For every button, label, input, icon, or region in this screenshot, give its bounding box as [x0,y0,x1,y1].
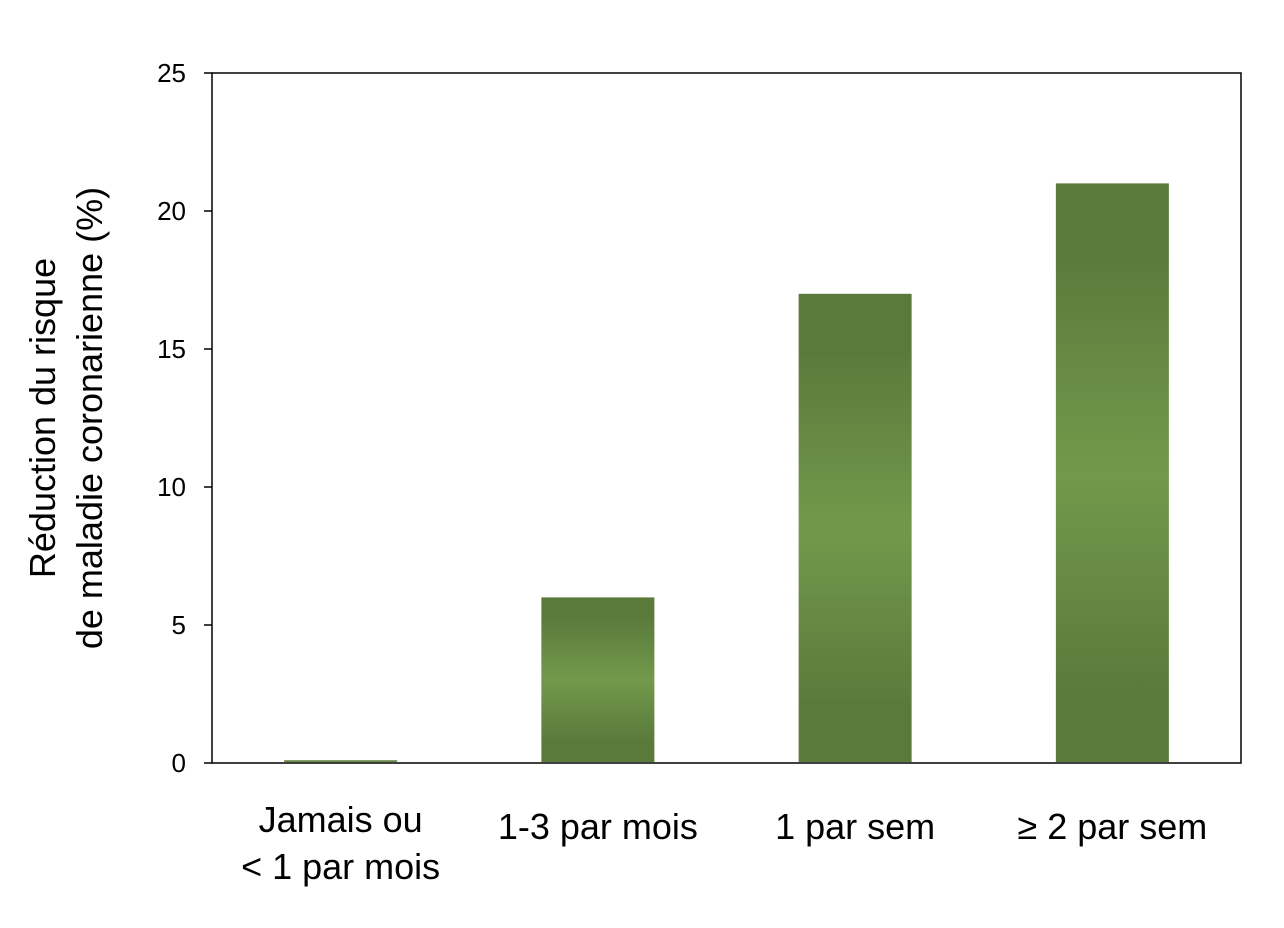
y-tick-label: 0 [172,748,186,778]
y-tick-label: 10 [157,472,186,502]
bar [284,760,398,762]
plot-frame [211,72,1242,764]
x-tick-label: 1-3 par mois [498,806,698,847]
x-tick-label: 1 par sem [775,806,935,847]
y-tick-label: 15 [157,334,186,364]
plot-area: 0 5 10 15 20 25 Jamais ou < 1 par mois 1-3 par m… [157,58,1242,887]
y-axis-title: Réduction du risque de maladie coronarien… [22,187,110,649]
y-tick-label: 20 [157,196,186,226]
y-tick-label: 5 [172,610,186,640]
bar [798,293,912,762]
y-axis-label: Réduction du risque de maladie coronarien… [22,187,110,649]
x-tick-label: ≥ 2 par sem [1017,806,1207,847]
bar [541,597,655,762]
bar [1055,183,1169,762]
y-tick-label: 25 [157,58,186,88]
x-tick-label: Jamais ou < 1 par mois [241,799,440,887]
